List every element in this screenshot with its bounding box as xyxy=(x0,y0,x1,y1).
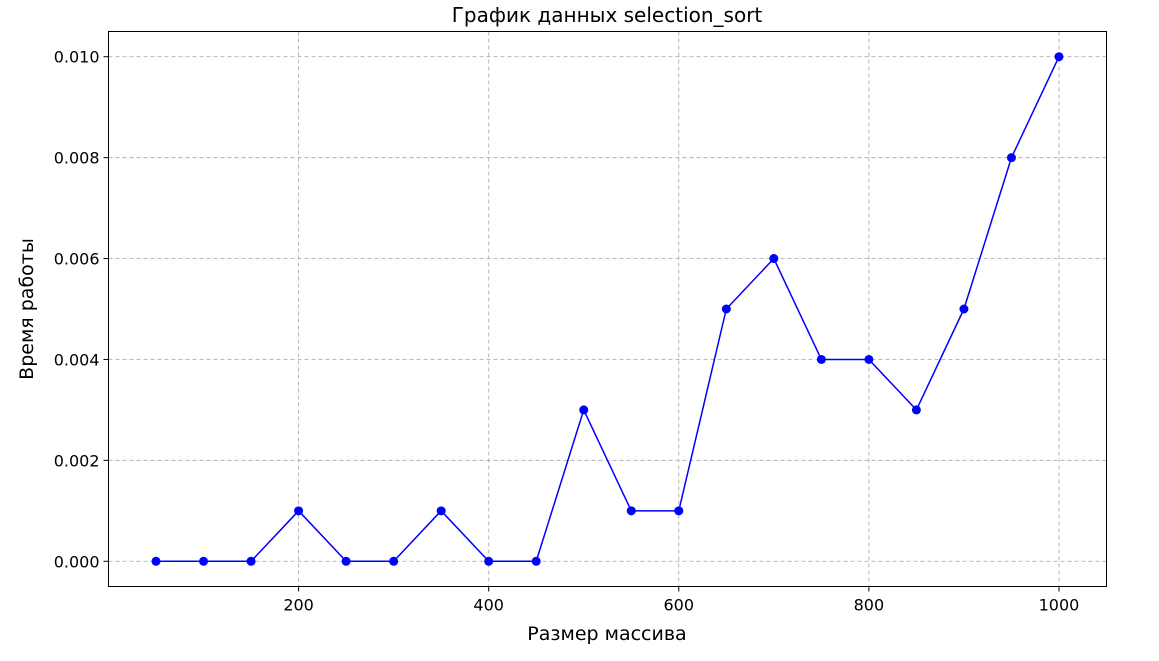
plot-area xyxy=(151,52,1064,566)
tick-layer: 200 400 600 800 1000 0.000 0.002 0.004 0.006 0.00… xyxy=(54,48,1080,615)
data-point xyxy=(246,556,256,566)
y-tick-label: 0.006 xyxy=(54,250,100,269)
data-point xyxy=(484,556,494,566)
series-line xyxy=(156,56,1060,563)
x-tick-label: 200 xyxy=(283,596,314,615)
grid-layer xyxy=(108,31,1107,587)
x-tick-label: 600 xyxy=(664,596,695,615)
x-axis-title: Размер массива xyxy=(527,623,686,645)
data-point xyxy=(1006,153,1016,163)
data-point xyxy=(389,556,399,566)
y-tick-label: 0.004 xyxy=(54,350,100,369)
chart-title: График данных selection_sort xyxy=(452,3,763,27)
y-tick-label: 0.002 xyxy=(54,451,100,470)
data-point xyxy=(626,506,636,516)
y-tick-label: 0.000 xyxy=(54,552,100,571)
x-tick-label: 800 xyxy=(854,596,885,615)
data-point xyxy=(294,506,304,516)
x-tick-label: 1000 xyxy=(1039,596,1080,615)
data-point xyxy=(816,354,826,364)
data-point xyxy=(769,254,779,264)
data-point xyxy=(1054,52,1064,62)
data-point xyxy=(199,556,209,566)
data-point xyxy=(151,556,161,566)
y-tick-label: 0.010 xyxy=(54,48,100,67)
data-point xyxy=(341,556,351,566)
x-tick-label: 400 xyxy=(473,596,504,615)
data-point xyxy=(579,405,589,415)
y-tick-label: 0.008 xyxy=(54,149,100,168)
data-point xyxy=(864,354,874,364)
y-axis-title: Время работы xyxy=(16,238,38,380)
data-point xyxy=(436,506,446,516)
data-point xyxy=(531,556,541,566)
data-point xyxy=(721,304,731,314)
data-point xyxy=(911,405,921,415)
axes-frame xyxy=(108,31,1107,587)
data-point xyxy=(959,304,969,314)
data-point xyxy=(674,506,684,516)
